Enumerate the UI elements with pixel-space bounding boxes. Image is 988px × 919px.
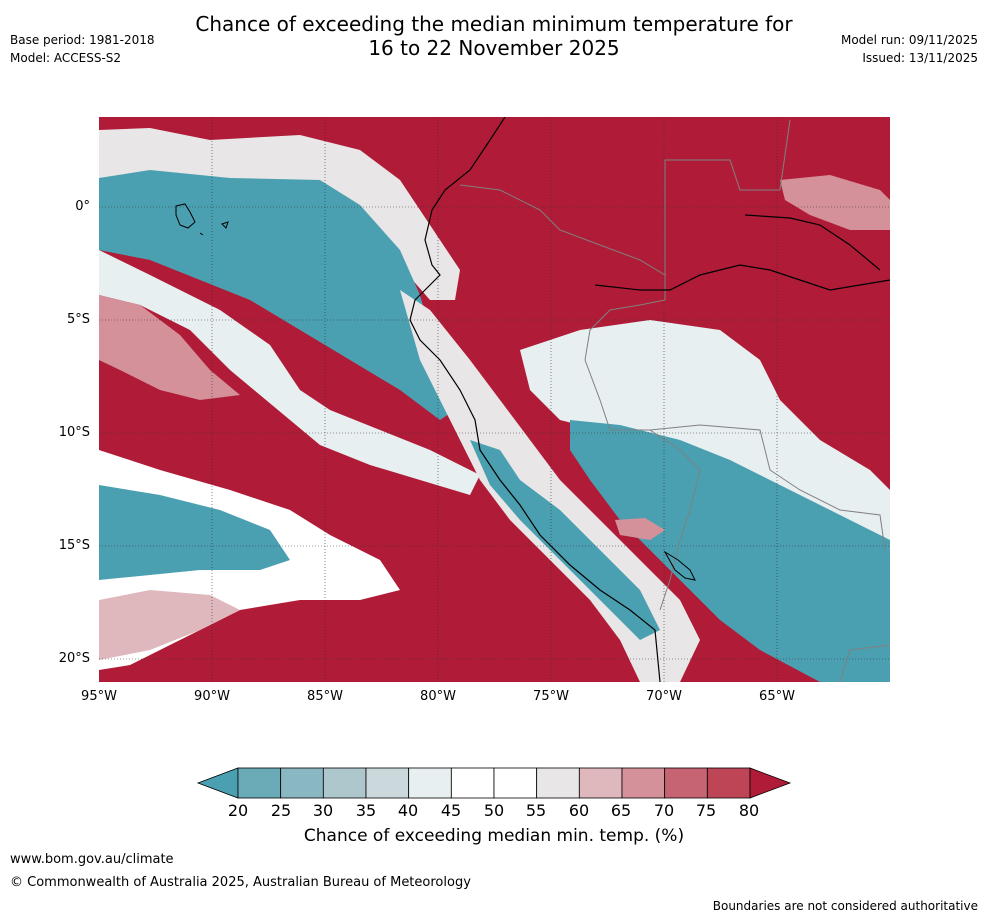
colorbar-tick-60: 60 xyxy=(568,801,590,820)
colorbar-tick-35: 35 xyxy=(355,801,377,820)
coastline xyxy=(409,117,890,682)
low-region-southwest xyxy=(99,485,290,580)
lon-label-80w: 80°W xyxy=(420,689,456,704)
footer-copyright: © Commonwealth of Australia 2025, Austra… xyxy=(10,875,471,890)
colorbar-segment-7 xyxy=(536,767,580,799)
colorbar-segment-0 xyxy=(237,767,282,799)
lon-label-65w: 65°W xyxy=(759,689,795,704)
colorbar-tick-75: 75 xyxy=(695,801,717,820)
colorbar-segment-8 xyxy=(578,767,623,799)
chart-title: Chance of exceeding the median minimum t… xyxy=(0,12,988,60)
colorbar-segment-10 xyxy=(664,767,708,799)
colorbar-tick-25: 25 xyxy=(270,801,292,820)
colorbar-segment-6 xyxy=(493,767,538,799)
lon-label-95w: 95°W xyxy=(81,689,117,704)
pale-band-andes xyxy=(520,320,890,600)
meta-right: Model run: 09/11/2025 Issued: 13/11/2025 xyxy=(841,31,978,67)
colorbar-segment-4 xyxy=(408,767,452,799)
colorbar-tick-65: 65 xyxy=(610,801,632,820)
colorbar-segment-11 xyxy=(706,767,751,799)
low-region-bolivia xyxy=(570,420,890,682)
lon-label-75w: 75°W xyxy=(533,689,569,704)
pale-band-diagonal xyxy=(99,250,480,495)
pale-band-northwest xyxy=(99,128,460,300)
colorbar-tick-80: 80 xyxy=(738,801,760,820)
footer-note: Boundaries are not considered authoritat… xyxy=(712,899,978,913)
colorbar-segment-3 xyxy=(365,767,410,799)
base-period-text: Base period: 1981-2018 xyxy=(10,33,155,47)
issued-text: Issued: 13/11/2025 xyxy=(862,51,978,65)
low-region-northwest xyxy=(99,170,470,420)
colorbar-tick-30: 30 xyxy=(312,801,334,820)
meta-left: Base period: 1981-2018 Model: ACCESS-S2 xyxy=(10,31,155,67)
colorbar-segment-5 xyxy=(450,767,495,799)
galapagos-islands xyxy=(175,203,229,236)
colorbar-extend-high xyxy=(749,767,792,799)
lat-label-10s: 10°S xyxy=(58,425,90,440)
colorbar-tick-20: 20 xyxy=(227,801,249,820)
colorbar-label: Chance of exceeding median min. temp. (%… xyxy=(303,826,685,846)
mid-region-ocean xyxy=(99,295,240,400)
colorbar-tick-50: 50 xyxy=(483,801,505,820)
lat-label-20s: 20°S xyxy=(58,651,90,666)
colorbar-segment-9 xyxy=(621,767,666,799)
country-borders xyxy=(459,119,890,682)
colorbar-tick-40: 40 xyxy=(397,801,419,820)
colorbar-segment-2 xyxy=(322,767,367,799)
footer-url: www.bom.gov.au/climate xyxy=(10,852,174,867)
colorbar-tick-70: 70 xyxy=(653,801,675,820)
colorbar-segment-1 xyxy=(280,767,324,799)
title-line-1: Chance of exceeding the median minimum t… xyxy=(195,12,793,36)
forecast-map xyxy=(99,117,890,682)
mid-region-southwest xyxy=(99,590,240,660)
title-line-2: 16 to 22 November 2025 xyxy=(368,36,620,60)
lon-label-85w: 85°W xyxy=(307,689,343,704)
lat-label-5s: 5°S xyxy=(66,312,90,327)
lon-label-90w: 90°W xyxy=(194,689,230,704)
lake-titicaca xyxy=(663,550,696,581)
colorbar-tick-55: 55 xyxy=(525,801,547,820)
lon-label-70w: 70°W xyxy=(646,689,682,704)
colorbar-extend-low xyxy=(196,767,239,799)
model-text: Model: ACCESS-S2 xyxy=(10,51,122,65)
mid-region-northeast xyxy=(780,175,890,230)
low-region-peru-coast xyxy=(470,440,660,640)
colorbar-segments xyxy=(196,767,792,799)
model-run-text: Model run: 09/11/2025 xyxy=(840,33,978,47)
mid-region-bolivia-patch xyxy=(615,518,665,540)
lat-label-15s: 15°S xyxy=(58,538,90,553)
lat-label-0: 0° xyxy=(75,199,90,214)
colorbar-tick-45: 45 xyxy=(440,801,462,820)
